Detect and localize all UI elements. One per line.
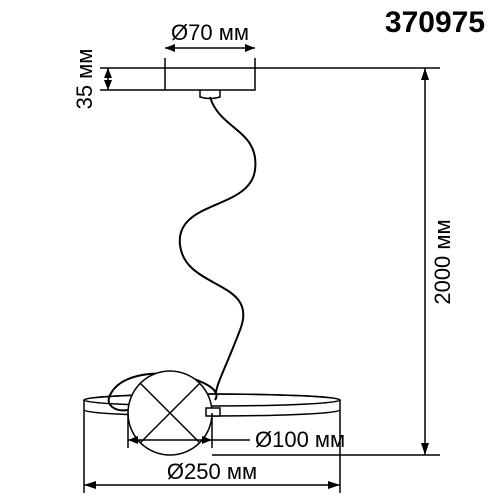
socket <box>206 408 220 416</box>
cable <box>180 97 256 400</box>
overall-height-label: 2000 мм <box>430 219 455 304</box>
canopy-height-label: 35 мм <box>72 49 97 110</box>
canopy-diameter-dim: Ø70 мм <box>165 20 255 68</box>
canopy-diameter-label: Ø70 мм <box>171 20 249 45</box>
dimension-diagram: 370975 Ø70 мм 35 мм <box>0 0 500 500</box>
disc-diameter-label: Ø250 мм <box>167 459 257 484</box>
canopy <box>165 68 255 99</box>
bulb-diameter-label: Ø100 мм <box>255 427 345 452</box>
canopy-height-dim: 35 мм <box>72 49 165 110</box>
bulb <box>128 371 212 455</box>
sku-label: 370975 <box>385 6 485 39</box>
